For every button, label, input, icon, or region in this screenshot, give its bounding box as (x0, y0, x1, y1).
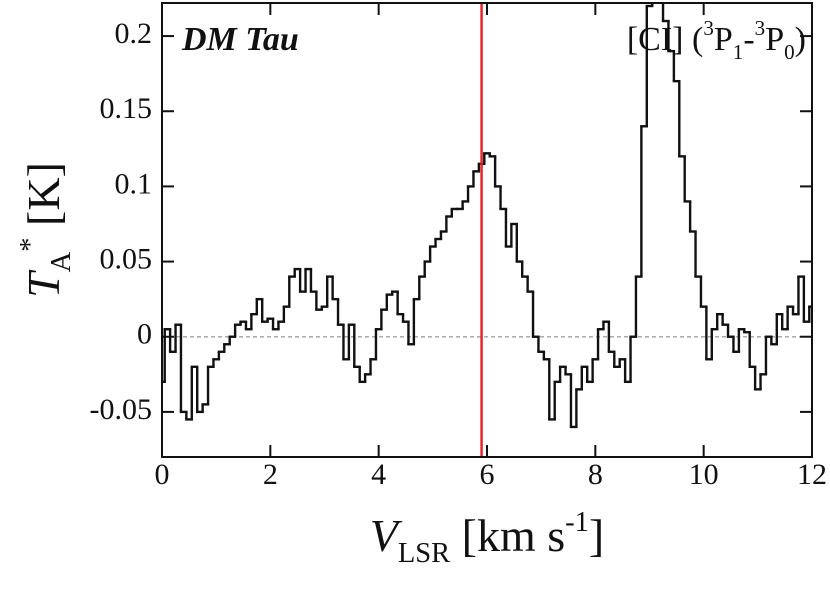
x-tick-label: 12 (797, 458, 827, 491)
label-part: 3 (703, 16, 714, 40)
label-part: A (46, 251, 77, 272)
label-part: [K] (18, 162, 69, 237)
label-part: P (765, 21, 784, 58)
label-part: [CI] ( (627, 21, 703, 58)
label-part: -1 (565, 507, 589, 538)
step-riser (163, 3, 811, 427)
y-tick-label: -0.05 (90, 393, 153, 426)
label-part: * (15, 237, 46, 251)
x-tick-label: 6 (480, 458, 495, 491)
label-part: P (714, 21, 733, 58)
label-part: 3 (755, 16, 766, 40)
label-part: - (743, 21, 754, 58)
line-label: [CI] (3P1-3P0) (627, 16, 806, 64)
y-tick-label: 0 (137, 318, 152, 351)
x-tick-label: 0 (155, 458, 170, 491)
plot-area (162, 3, 812, 457)
label-part: 0 (784, 40, 795, 64)
y-tick-label: 0.05 (100, 242, 153, 275)
label-part: ] (589, 510, 604, 561)
label-part: 1 (733, 40, 744, 64)
x-tick-label: 10 (689, 458, 719, 491)
label-part: T (18, 269, 69, 298)
x-tick-label: 2 (263, 458, 278, 491)
annotation: DM Tau (181, 21, 299, 58)
y-axis-label: TA* [K] (15, 162, 77, 298)
y-tick-label: 0.15 (100, 92, 153, 125)
label-part: ) (795, 21, 806, 58)
x-tick-label: 8 (588, 458, 603, 491)
label-part: LSR (398, 538, 450, 569)
x-tick-label: 4 (371, 458, 386, 491)
plot-frame (161, 2, 813, 458)
y-tick-label: 0.1 (115, 167, 153, 200)
label-part: V (370, 510, 403, 561)
y-tick-label: 0.2 (115, 17, 153, 50)
label-part: [km s (450, 510, 565, 561)
x-axis-label: VLSR [km s-1] (370, 507, 605, 569)
